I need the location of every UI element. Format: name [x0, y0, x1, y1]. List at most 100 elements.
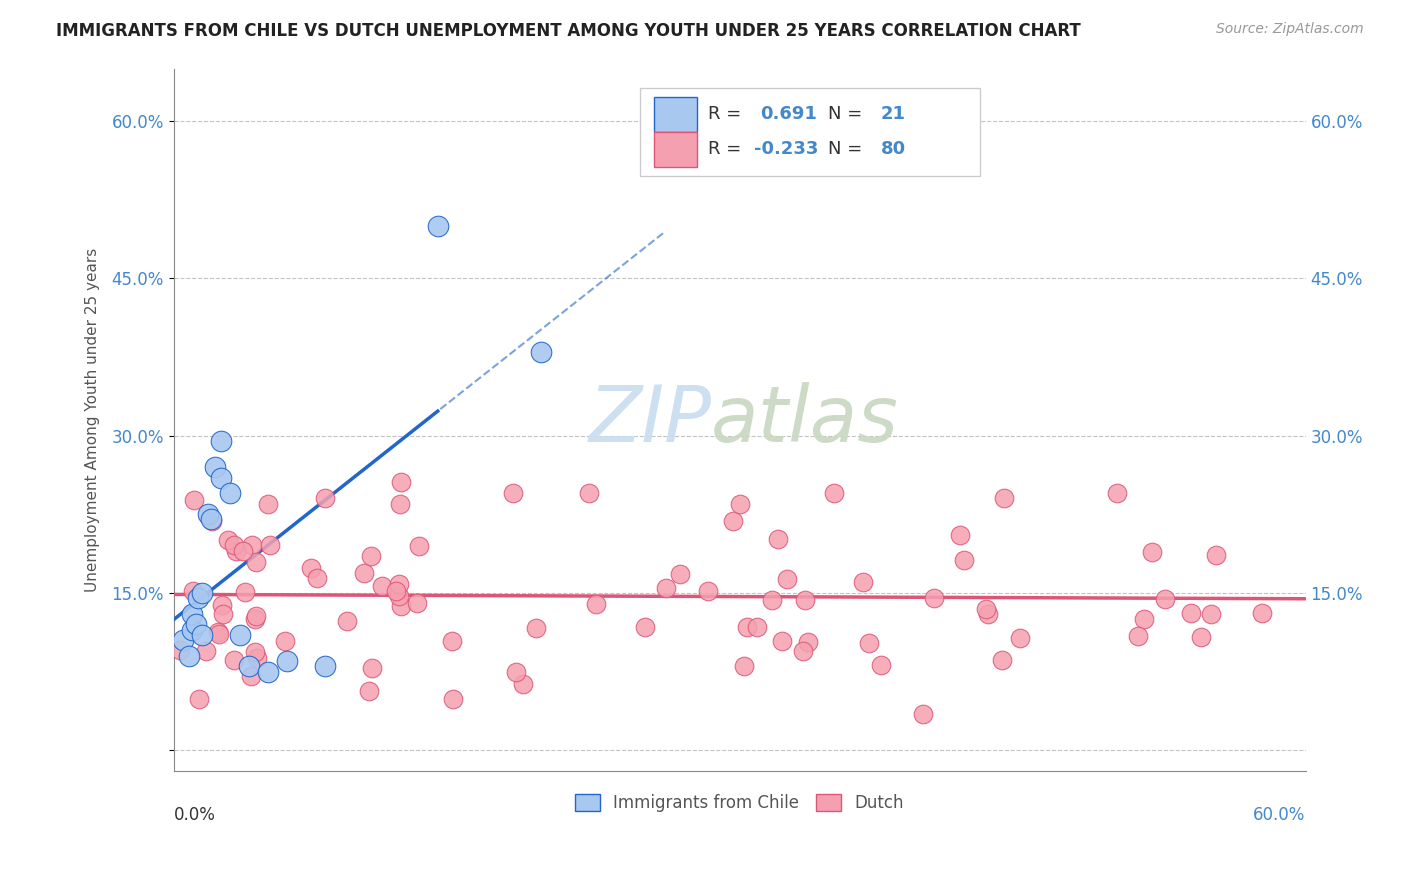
Point [406, 596, 429, 610]
Point [1142, 545, 1164, 559]
Point [1180, 606, 1202, 620]
Point [299, 561, 322, 575]
Point [721, 514, 744, 528]
Point [186, 617, 208, 632]
Point [211, 599, 233, 613]
Text: Source: ZipAtlas.com: Source: ZipAtlas.com [1216, 22, 1364, 37]
Point [733, 658, 755, 673]
Point [385, 584, 408, 599]
Point [858, 636, 880, 650]
Point [1199, 607, 1222, 621]
Point [181, 623, 204, 637]
Point [217, 533, 239, 548]
Point [201, 514, 224, 528]
Point [426, 219, 449, 233]
Point [792, 644, 814, 658]
Point [794, 593, 817, 607]
Point [990, 653, 1012, 667]
Point [728, 497, 751, 511]
Point [169, 642, 191, 657]
Point [502, 486, 524, 500]
Point [197, 507, 219, 521]
Point [977, 607, 1000, 621]
Point [776, 572, 799, 586]
Point [225, 543, 247, 558]
Point [852, 574, 875, 589]
Point [183, 493, 205, 508]
Point [911, 707, 934, 722]
Point [371, 579, 394, 593]
Text: R =: R = [707, 105, 741, 123]
Point [974, 601, 997, 615]
Point [953, 553, 976, 567]
Text: 60.0%: 60.0% [1253, 806, 1306, 824]
Text: N =: N = [828, 105, 862, 123]
Point [1010, 632, 1032, 646]
Point [240, 669, 263, 683]
Point [669, 566, 692, 581]
Point [314, 491, 336, 506]
Point [524, 621, 547, 635]
Text: N =: N = [828, 140, 862, 158]
Text: atlas: atlas [711, 382, 900, 458]
Point [273, 633, 295, 648]
Point [745, 620, 768, 634]
FancyBboxPatch shape [654, 96, 696, 132]
Point [505, 665, 527, 680]
Point [245, 609, 267, 624]
Point [949, 527, 972, 541]
Point [222, 652, 245, 666]
Point [222, 539, 245, 553]
Point [172, 633, 194, 648]
Point [243, 612, 266, 626]
Point [181, 607, 204, 621]
Point [870, 657, 893, 672]
Text: R =: R = [707, 140, 741, 158]
Point [697, 583, 720, 598]
Point [768, 532, 790, 546]
Point [443, 692, 465, 706]
Point [389, 599, 412, 613]
Point [1128, 629, 1150, 643]
Point [336, 614, 359, 628]
Text: 80: 80 [882, 140, 907, 158]
Point [257, 497, 280, 511]
FancyBboxPatch shape [654, 132, 696, 167]
Text: ZIP: ZIP [588, 382, 711, 458]
Point [235, 584, 257, 599]
Point [389, 497, 412, 511]
Point [735, 620, 758, 634]
Point [183, 583, 205, 598]
Point [512, 676, 534, 690]
Point [389, 475, 412, 489]
Point [361, 661, 384, 675]
Point [1251, 606, 1274, 620]
Point [188, 692, 211, 706]
Point [191, 628, 214, 642]
Point [307, 571, 329, 585]
Text: 0.0%: 0.0% [173, 806, 215, 824]
Point [177, 648, 200, 663]
Point [359, 684, 381, 698]
FancyBboxPatch shape [640, 88, 980, 176]
Point [924, 591, 946, 605]
Point [207, 624, 229, 639]
Point [353, 566, 375, 580]
Y-axis label: Unemployment Among Youth under 25 years: Unemployment Among Youth under 25 years [86, 248, 100, 592]
Point [191, 586, 214, 600]
Point [314, 659, 336, 673]
Point [208, 627, 231, 641]
Point [1105, 486, 1128, 500]
Point [585, 597, 607, 611]
Point [242, 538, 264, 552]
Point [238, 659, 260, 673]
Point [209, 434, 232, 448]
Point [1205, 549, 1227, 563]
Point [578, 486, 600, 500]
Point [360, 549, 382, 563]
Point [1189, 630, 1212, 644]
Point [204, 460, 226, 475]
Point [770, 634, 793, 648]
Text: 21: 21 [882, 105, 905, 123]
Point [993, 491, 1015, 506]
